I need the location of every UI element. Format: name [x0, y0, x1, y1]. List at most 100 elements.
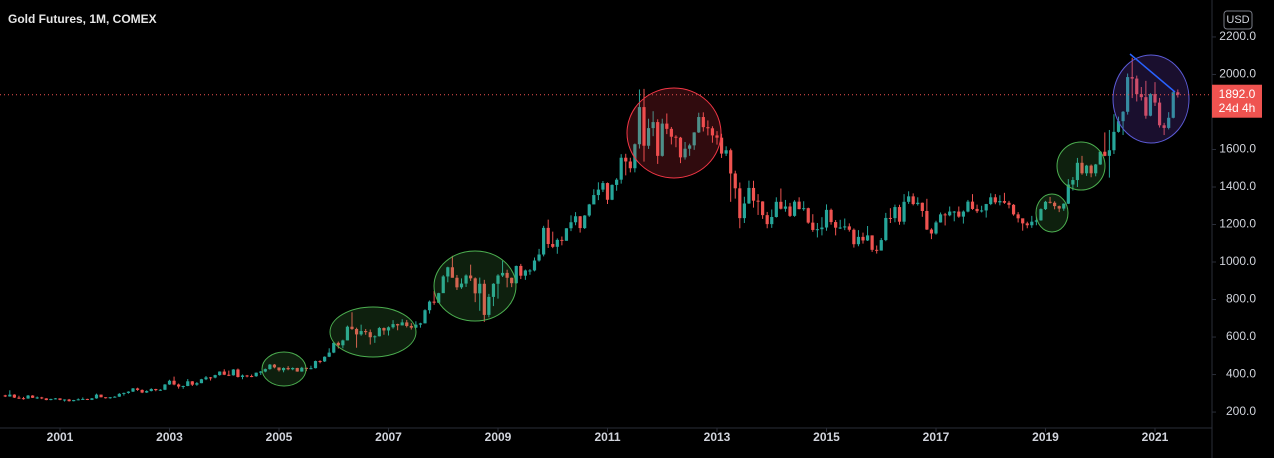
candle-body	[870, 235, 874, 250]
candle-body	[140, 389, 144, 393]
candle-body	[1075, 162, 1080, 181]
candle-body	[738, 188, 742, 219]
candle-body	[578, 216, 582, 229]
candle-body	[135, 388, 140, 390]
candle-body	[213, 375, 217, 378]
highlight-ellipse[interactable]	[626, 87, 722, 179]
candle-body	[295, 367, 299, 372]
candle-body	[783, 206, 788, 209]
candle-body	[1048, 201, 1052, 203]
candle-body	[104, 397, 108, 399]
highlight-ellipse[interactable]	[1112, 54, 1190, 144]
candle-body	[779, 201, 783, 209]
candle-body	[469, 275, 473, 279]
candle-body	[724, 150, 728, 154]
highlight-ellipse[interactable]	[329, 306, 417, 358]
candle-body	[354, 328, 359, 335]
candle-body	[1121, 111, 1125, 122]
currency-badge[interactable]	[1223, 10, 1253, 30]
candle-body	[94, 394, 99, 399]
candle-body	[1053, 202, 1057, 207]
candle-body	[414, 324, 418, 328]
candle-body	[847, 226, 851, 230]
candle-body	[53, 398, 58, 400]
candle-body	[733, 173, 737, 189]
candle-body	[323, 356, 327, 362]
candle-body	[1071, 180, 1075, 185]
candle-body	[605, 183, 610, 200]
candle-body	[774, 201, 778, 218]
x-tick-label: 2019	[1032, 430, 1059, 444]
candle-body	[167, 380, 172, 385]
candle-body	[250, 376, 254, 378]
candle-body	[701, 117, 705, 128]
candle-body	[158, 389, 162, 391]
candle-body	[208, 377, 213, 379]
candle-body	[546, 227, 550, 245]
y-tick-label: 2000.0	[1219, 67, 1256, 81]
candle-body	[637, 107, 642, 145]
candle-body	[820, 227, 824, 230]
candle-body	[505, 272, 509, 278]
candle-body	[126, 391, 131, 393]
candle-body	[1126, 77, 1130, 112]
chart-title: Gold Futures, 1M, COMEX	[8, 12, 157, 26]
x-tick-label: 2005	[266, 430, 293, 444]
highlight-ellipse[interactable]	[1056, 141, 1106, 191]
y-tick-label: 200.0	[1226, 404, 1256, 418]
candle-body	[875, 249, 879, 251]
candle-body	[573, 216, 578, 223]
y-tick-label: 1600.0	[1219, 142, 1256, 156]
candle-body	[122, 392, 126, 394]
candle-body	[318, 361, 322, 363]
candle-body	[231, 369, 235, 376]
candle-body	[601, 183, 605, 190]
candle-body	[715, 135, 719, 138]
highlight-ellipse[interactable]	[261, 351, 307, 387]
candle-body	[911, 196, 915, 205]
candle-body	[1062, 203, 1066, 209]
candle-body	[865, 235, 870, 241]
x-tick-label: 2021	[1142, 430, 1169, 444]
candle-body	[67, 399, 71, 402]
candle-body	[172, 380, 176, 385]
trend-line[interactable]	[1129, 53, 1176, 93]
candle-body	[277, 367, 281, 371]
candle-body	[902, 201, 906, 222]
candle-body	[555, 239, 559, 247]
candle-body	[907, 196, 911, 202]
candle-body	[792, 201, 797, 216]
candle-body	[528, 270, 532, 272]
candle-body	[747, 187, 751, 204]
candle-body	[254, 372, 258, 377]
candle-body	[1011, 204, 1016, 215]
candle-body	[186, 381, 190, 386]
candle-body	[113, 396, 117, 398]
candle-body	[332, 342, 336, 353]
candle-body	[99, 394, 103, 398]
candle-body	[1157, 102, 1162, 126]
candle-body	[646, 128, 651, 146]
candle-body	[1039, 209, 1043, 221]
bar-countdown: 24d 4h	[1219, 101, 1256, 115]
candle-body	[542, 227, 546, 255]
candle-body	[268, 364, 272, 370]
candle-body	[989, 197, 993, 205]
candle-body	[17, 397, 21, 399]
candle-body	[500, 272, 505, 276]
candle-body	[843, 226, 847, 228]
highlight-ellipse[interactable]	[433, 250, 517, 322]
x-tick-label: 2015	[813, 430, 840, 444]
candle-body	[788, 206, 792, 216]
candle-body	[464, 275, 468, 284]
x-tick-label: 2001	[47, 430, 74, 444]
candle-body	[952, 211, 956, 213]
candle-body	[838, 227, 842, 229]
candle-body	[961, 211, 965, 217]
y-tick-label: 1400.0	[1219, 179, 1256, 193]
candle-body	[281, 367, 286, 371]
highlight-ellipse[interactable]	[1035, 193, 1069, 233]
candle-body	[583, 215, 587, 229]
candle-body	[1171, 92, 1175, 118]
